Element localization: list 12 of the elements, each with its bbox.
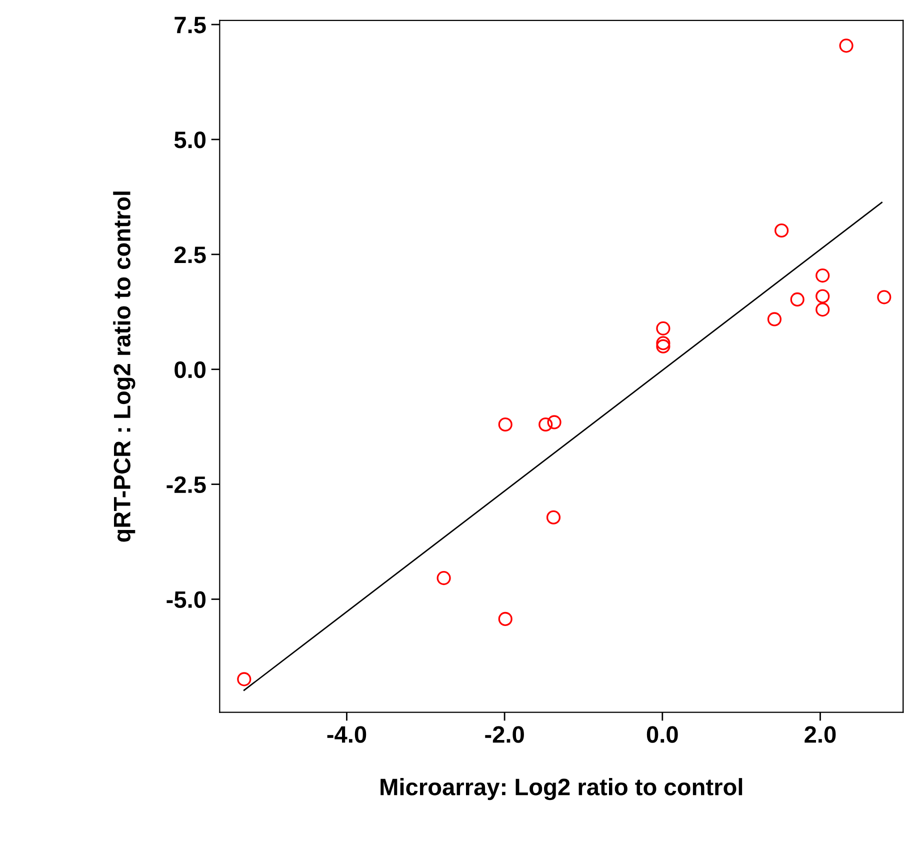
y-axis-title: qRT-PCR : Log2 ratio to control [113,192,136,542]
x-tick-label: 0.0 [646,726,678,743]
y-tick-label: -5.0 [166,591,206,608]
y-tick-label: -2.5 [166,476,206,494]
x-tick-label: -2.0 [485,726,524,743]
x-axis-title: Microarray: Log2 ratio to control [380,778,742,800]
y-tick-label: 0.0 [174,361,206,378]
x-tick-label: -4.0 [327,726,366,743]
y-tick-label: 7.5 [174,16,206,34]
x-tick-label: 2.0 [804,726,836,743]
y-tick-label: 5.0 [174,132,206,148]
y-tick-label: 2.5 [174,246,206,264]
